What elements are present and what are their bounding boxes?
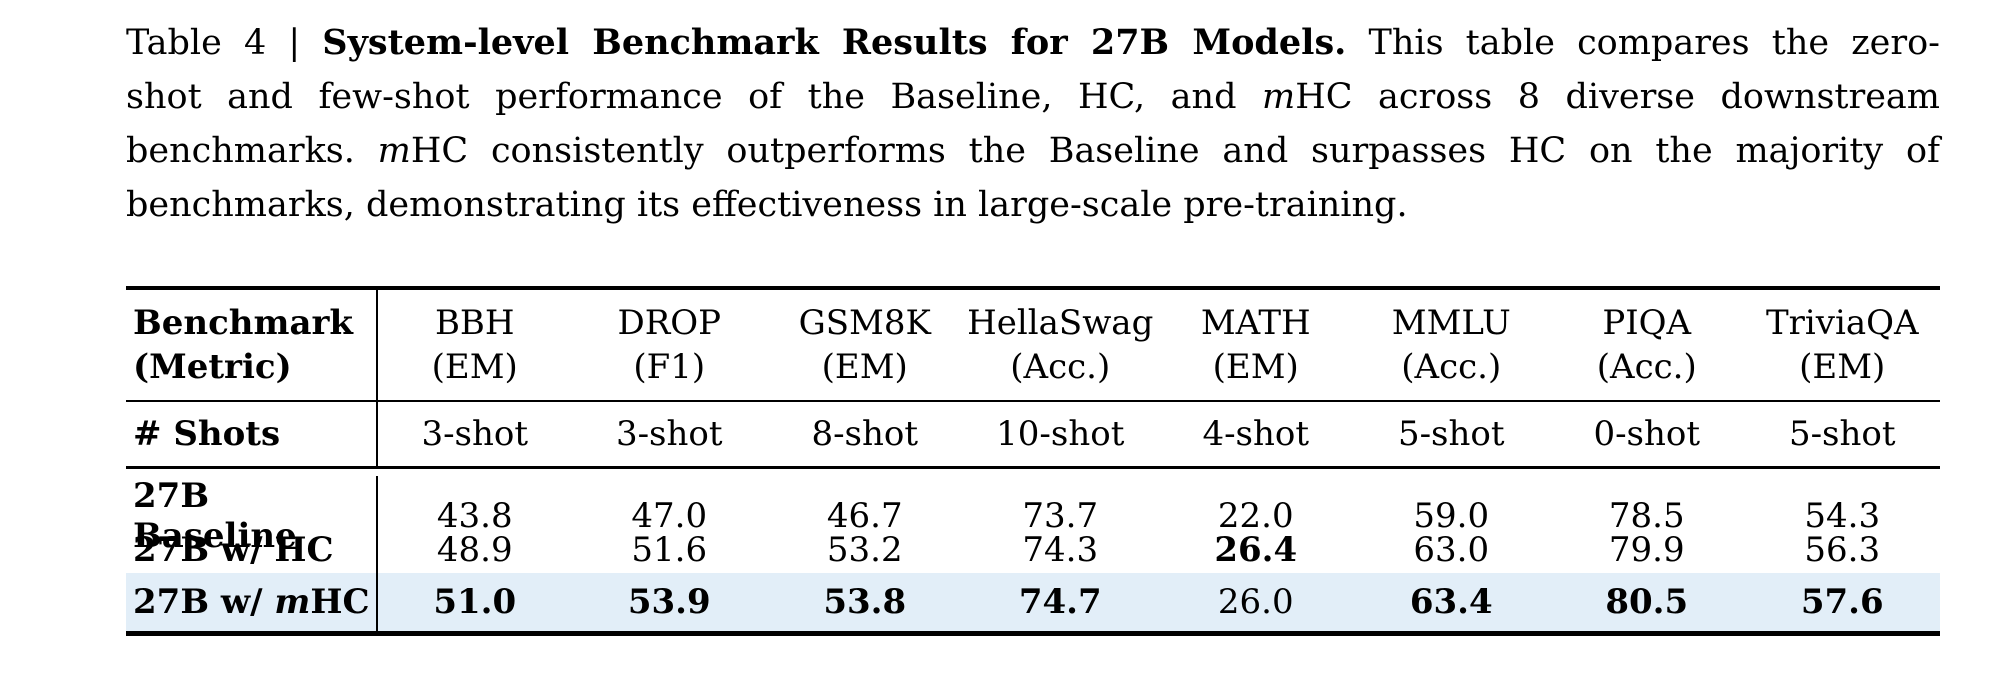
col-name: GSM8K <box>798 303 931 343</box>
table-row-mhc: 27B w/ mHC 51.0 53.9 53.8 74.7 26.0 63.4… <box>126 573 1940 631</box>
col-name: DROP <box>617 303 722 343</box>
value-cell: 43.8 <box>376 476 572 556</box>
value-cell: 79.9 <box>1608 529 1685 570</box>
value-cell: 46.7 <box>826 496 903 536</box>
benchmark-table: Benchmark (Metric) BBH (EM) DROP (F1) GS… <box>126 286 1940 636</box>
value-cell: 63.0 <box>1413 529 1490 570</box>
shots-bbh: 3-shot <box>376 402 572 466</box>
col-name: BBH <box>434 303 515 343</box>
header-cell-hellaswag: HellaSwag (Acc.) <box>963 301 1159 389</box>
header-cell-bbh: BBH (EM) <box>376 290 572 400</box>
value-cell: 51.6 <box>631 529 708 570</box>
header-cell-gsm8k: GSM8K (EM) <box>767 301 963 389</box>
col-name: MMLU <box>1391 303 1511 343</box>
caption-line-4: benchmarks, demonstrating its effectiven… <box>126 185 1408 225</box>
col-name: PIQA <box>1602 303 1692 343</box>
caption-line-1: Table 4 | System-level Benchmark Results… <box>126 22 1940 63</box>
header-cell-triviaqa: TriviaQA (EM) <box>1745 301 1941 389</box>
shots-hellaswag: 10-shot <box>996 414 1125 454</box>
shots-row: # Shots 3-shot 3-shot 8-shot 10-shot 4-s… <box>126 402 1940 469</box>
col-metric: (EM) <box>1212 347 1299 387</box>
value-cell: 73.7 <box>1022 496 1099 536</box>
shots-piqa: 0-shot <box>1593 414 1701 454</box>
col-metric: (Acc.) <box>1401 347 1502 387</box>
header-metric-label: (Metric) <box>133 347 292 387</box>
value-cell: 78.5 <box>1608 496 1685 536</box>
value-cell: 53.2 <box>826 529 903 570</box>
header-cell-mmlu: MMLU (Acc.) <box>1354 301 1550 389</box>
table-row-baseline: 27B Baseline 43.8 47.0 46.7 73.7 22.0 59… <box>126 469 1940 556</box>
table-caption: Table 4 | System-level Benchmark Results… <box>126 16 1940 232</box>
row-label: 27B w/ mHC <box>133 582 370 622</box>
value-cell: 56.3 <box>1804 529 1881 570</box>
col-name: TriviaQA <box>1765 303 1919 343</box>
shots-row-label: # Shots <box>133 414 281 454</box>
table-row-hc: 27B w/ HC 48.9 51.6 53.2 74.3 26.4 63.0 … <box>126 526 1940 573</box>
col-metric: (EM) <box>1799 347 1886 387</box>
value-cell: 59.0 <box>1413 496 1490 536</box>
col-metric: (F1) <box>633 347 706 387</box>
col-name: MATH <box>1200 303 1311 343</box>
value-cell: 57.6 <box>1800 582 1884 622</box>
shots-mmlu: 5-shot <box>1397 414 1505 454</box>
value-cell: 74.7 <box>1018 582 1102 622</box>
col-metric: (Acc.) <box>1010 347 1111 387</box>
value-cell: 63.4 <box>1409 582 1493 622</box>
value-cell: 54.3 <box>1804 496 1881 536</box>
row-label: 27B Baseline <box>133 476 297 556</box>
header-cell-benchmark-metric: Benchmark (Metric) <box>126 301 376 389</box>
col-metric: (EM) <box>431 347 518 387</box>
shots-math: 4-shot <box>1202 414 1310 454</box>
caption-line-3: benchmarks. mHC consistently outperforms… <box>126 131 1940 171</box>
value-cell: 53.8 <box>823 582 907 622</box>
value-cell: 80.5 <box>1605 582 1689 622</box>
value-cell: 26.4 <box>1214 529 1298 570</box>
header-cell-piqa: PIQA (Acc.) <box>1549 301 1745 389</box>
value-cell: 48.9 <box>376 526 572 573</box>
value-cell: 51.0 <box>376 573 572 631</box>
shots-gsm8k: 8-shot <box>811 414 919 454</box>
caption-line-2: shot and few-shot performance of the Bas… <box>126 77 1940 117</box>
shots-triviaqa: 5-shot <box>1788 414 1896 454</box>
row-label: 27B w/ HC <box>133 529 334 570</box>
value-cell: 26.0 <box>1217 582 1294 622</box>
shots-drop: 3-shot <box>615 414 723 454</box>
col-metric: (Acc.) <box>1596 347 1697 387</box>
value-cell: 22.0 <box>1217 496 1294 536</box>
header-cell-drop: DROP (F1) <box>572 301 768 389</box>
col-name: HellaSwag <box>967 303 1154 343</box>
table-header-row: Benchmark (Metric) BBH (EM) DROP (F1) GS… <box>126 290 1940 402</box>
col-metric: (EM) <box>821 347 908 387</box>
header-benchmark-label: Benchmark <box>133 303 353 343</box>
header-cell-math: MATH (EM) <box>1158 301 1354 389</box>
value-cell: 74.3 <box>1022 529 1099 570</box>
value-cell: 53.9 <box>627 582 711 622</box>
value-cell: 47.0 <box>631 496 708 536</box>
